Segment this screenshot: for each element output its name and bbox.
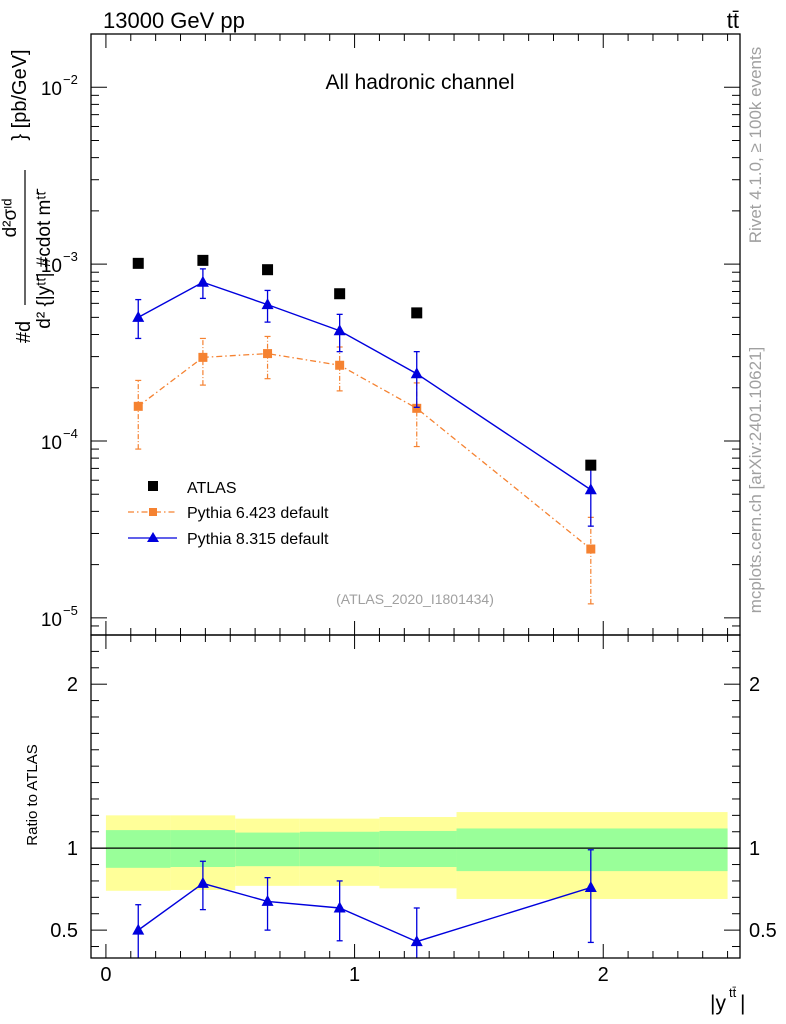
legend: ATLAS Pythia 6.423 default Pythia 8.315 … [128, 480, 329, 548]
ratio-pythia8-point [333, 901, 346, 913]
ratio-ytick-label-right: 2 [749, 674, 760, 696]
pythia6-point [263, 349, 273, 359]
ratio-panel: 0.5 0.5 1 1 2 2 0 1 2 Ratio to ATLAS |y tt̄ | [24, 634, 777, 1015]
ratio-pythia8-point [261, 894, 274, 906]
legend-label-atlas: ATLAS [187, 480, 237, 497]
legend-label-pythia8: Pythia 8.315 default [187, 531, 329, 548]
xlabel-sup: tt̄ [729, 985, 737, 1000]
ylabel-denominator: d² {|yᵗᵗ̄| #cdot mᵗᵗ̄ [34, 188, 55, 328]
mcplots-label: mcplots.cern.ch [arXiv:2401.10621] [746, 347, 765, 613]
ratio-frame [90, 634, 741, 959]
pythia6-point [335, 360, 345, 370]
main-ytick-exponent: −5 [63, 603, 78, 618]
x-axis-label: |y tt̄ | [710, 985, 745, 1015]
header-right: tt̄ [727, 8, 739, 33]
ratio-pythia8-point [132, 923, 145, 935]
ratio-ytick-label: 2 [67, 674, 78, 696]
legend-marker-pythia8 [147, 532, 159, 542]
main-ylabel: #d d²σᶦᵈ d² {|yᵗᵗ̄| #cdot mᵗᵗ̄ } [pb/GeV… [0, 49, 55, 343]
main-title: All hadronic channel [325, 71, 514, 94]
pythia6-point [198, 352, 208, 362]
pythia8-point [196, 275, 209, 287]
legend-marker-pythia6 [149, 508, 157, 516]
ratio-xtick-label: 2 [598, 964, 609, 986]
rivet-label: Rivet 4.1.0, ≥ 100k events [746, 47, 765, 243]
main-ytick-label: 10 [41, 256, 62, 277]
xlabel-end: | [740, 992, 745, 1015]
ratio-band-inner [235, 832, 300, 867]
atlas-point [262, 264, 274, 276]
pythia8-point [333, 324, 346, 336]
pythia6-line [137, 352, 592, 550]
ratio-ylabel: Ratio to ATLAS [24, 744, 41, 845]
pythia8-point [261, 298, 274, 310]
main-ytick-label: 10 [41, 433, 62, 454]
atlas-point [411, 307, 423, 319]
ratio-pythia8-point [410, 935, 423, 947]
ratio-ytick-label: 0.5 [50, 920, 78, 942]
header-left: 13000 GeV pp [103, 8, 245, 33]
main-ytick-label: 10 [41, 79, 62, 100]
reference-label: (ATLAS_2020_I1801434) [336, 591, 494, 607]
pythia8-point [132, 310, 145, 322]
main-ytick-exponent: −4 [63, 426, 78, 441]
atlas-point [132, 257, 144, 269]
main-ytick-label: 10 [41, 610, 62, 631]
ratio-pythia8-point [584, 880, 597, 892]
legend-marker-atlas [148, 481, 158, 491]
ratio-pythia8-line [137, 882, 592, 943]
ratio-ytick-label: 1 [67, 838, 78, 860]
ratio-ytick-label-right: 1 [749, 838, 760, 860]
pythia8-point [410, 367, 423, 379]
ratio-band-inner [379, 830, 457, 868]
atlas-point [197, 254, 209, 266]
ylabel-hash-d: #d [13, 321, 35, 343]
pythia8-line [137, 281, 592, 491]
pythia6-point [586, 544, 596, 554]
ylabel-unit: } [pb/GeV] [9, 49, 31, 140]
pythia6-point [133, 401, 143, 411]
atlas-point [585, 459, 597, 471]
ratio-pythia8-point [196, 876, 209, 888]
ylabel-numerator: d²σᶦᵈ [0, 199, 21, 238]
pythia8-point [584, 483, 597, 495]
main-ytick-exponent: −2 [63, 72, 78, 87]
legend-label-pythia6: Pythia 6.423 default [187, 505, 329, 522]
main-ytick-exponent: −3 [63, 249, 78, 264]
main-panel: 10−510−410−310−2 All hadronic channel (A… [41, 33, 741, 636]
xlabel-base: |y [710, 992, 726, 1015]
ratio-band-inner [105, 830, 171, 868]
ratio-band-inner [299, 831, 380, 867]
ratio-xtick-label: 1 [349, 964, 360, 986]
atlas-point [334, 288, 346, 300]
ratio-ytick-label-right: 0.5 [749, 920, 777, 942]
ratio-xtick-label: 0 [100, 964, 111, 986]
pythia6-point [412, 403, 422, 413]
